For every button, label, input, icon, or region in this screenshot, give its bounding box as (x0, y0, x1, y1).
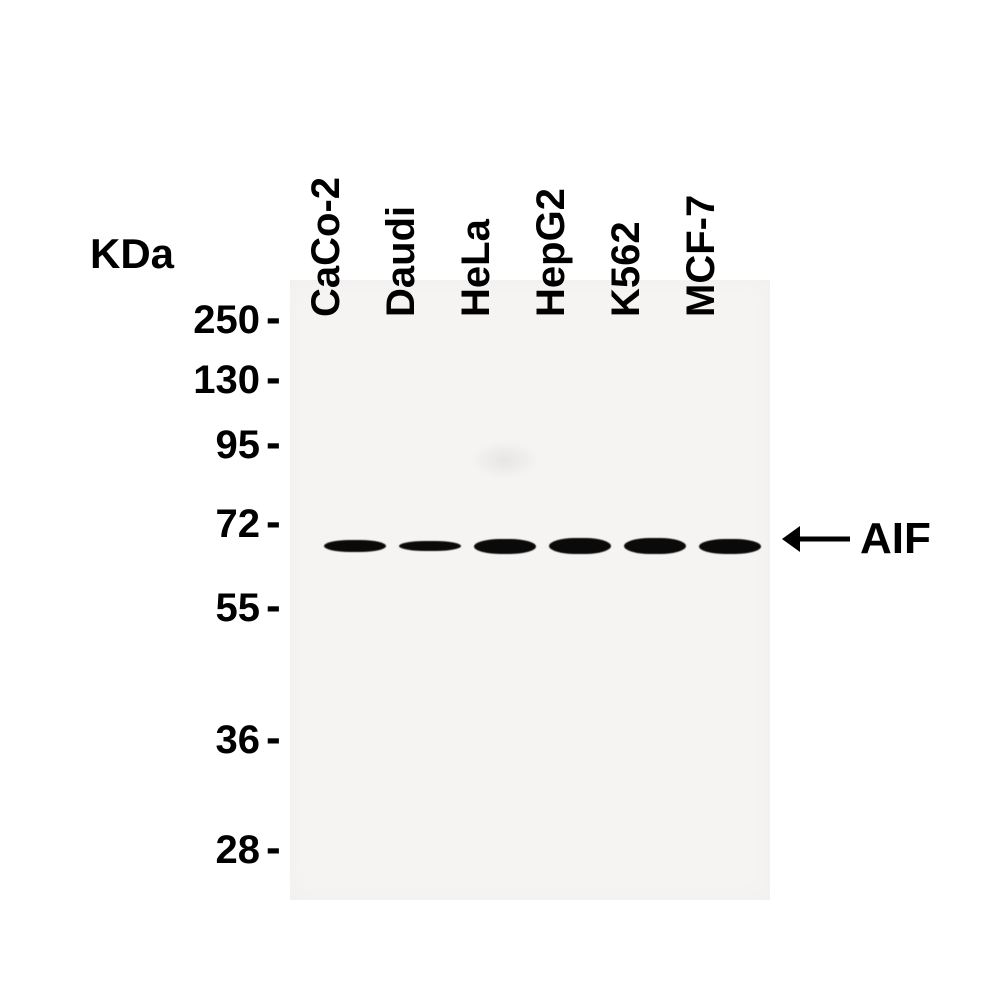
marker-label: 28 (170, 828, 260, 873)
arrow-left-icon (780, 522, 854, 556)
lane-label: HeLa (454, 219, 499, 317)
blot-band (474, 539, 536, 554)
marker-tick: - (266, 418, 281, 468)
lane-label: CaCo-2 (304, 177, 349, 317)
lane-label: Daudi (379, 206, 424, 317)
marker-tick: - (266, 293, 281, 343)
marker-tick: - (266, 823, 281, 873)
marker-label: 36 (170, 718, 260, 763)
marker-label: 55 (170, 586, 260, 631)
marker-tick: - (266, 713, 281, 763)
blot-band (399, 541, 461, 551)
marker-tick: - (266, 581, 281, 631)
target-label: AIF (860, 514, 931, 564)
marker-label: 95 (170, 423, 260, 468)
blot-band (699, 539, 761, 554)
marker-tick: - (266, 497, 281, 547)
lane-label: HepG2 (529, 188, 574, 317)
blot-smudge (470, 440, 540, 480)
target-arrow-wrap: AIF (780, 514, 931, 564)
lane-label: K562 (604, 221, 649, 317)
blot-band (324, 540, 386, 552)
blot-band (549, 538, 611, 554)
marker-label: 72 (170, 502, 260, 547)
blot-membrane (290, 280, 770, 900)
marker-label: 250 (170, 298, 260, 343)
marker-label: 130 (170, 358, 260, 403)
marker-tick: - (266, 353, 281, 403)
axis-title-kda: KDa (90, 230, 174, 278)
blot-band (624, 538, 686, 554)
lane-label: MCF-7 (679, 195, 724, 317)
figure-stage: KDa 250-130-95-72-55-36-28- CaCo-2DaudiH… (0, 0, 1000, 1000)
